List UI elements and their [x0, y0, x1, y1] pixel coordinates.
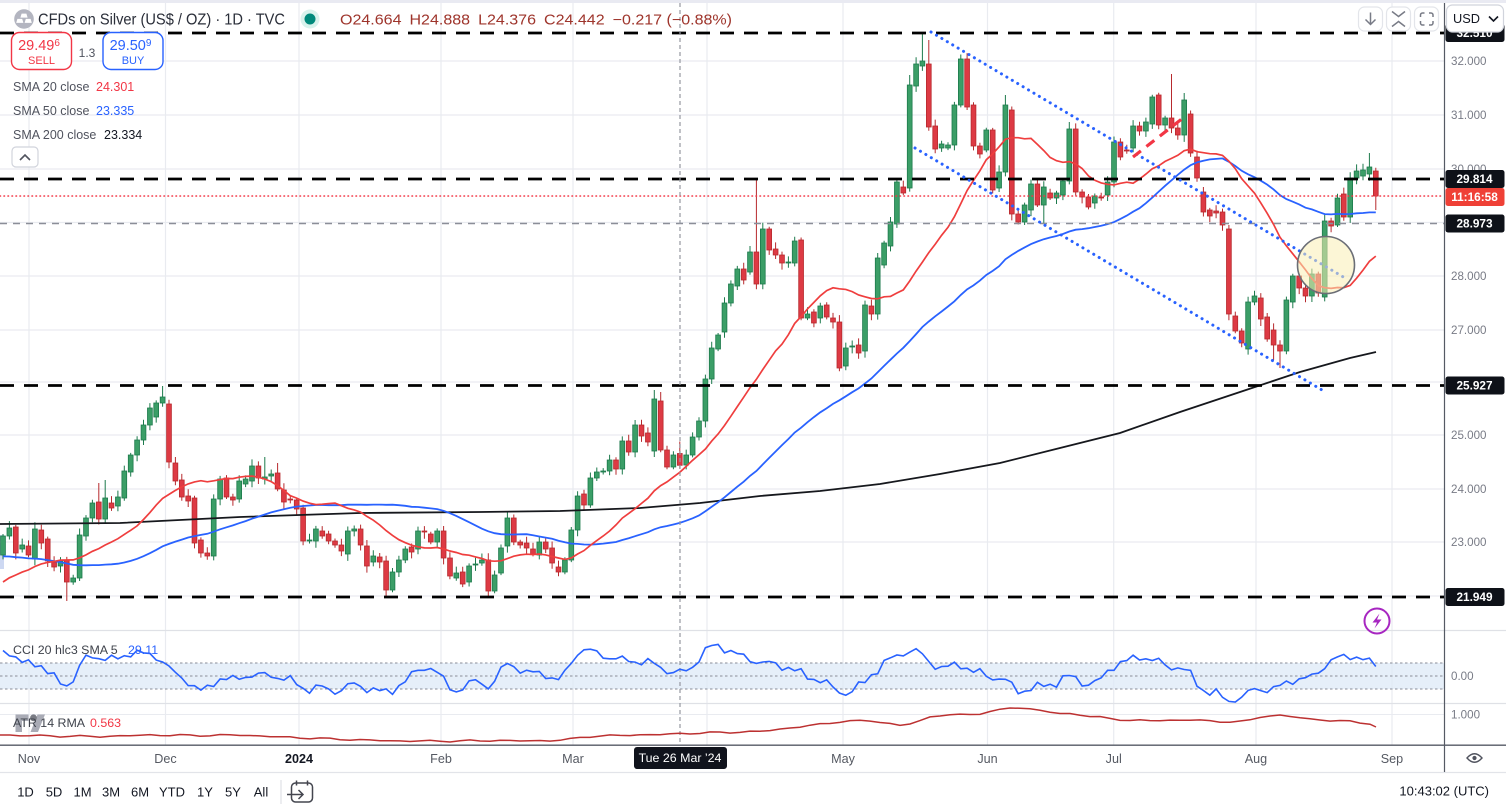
svg-text:1.000: 1.000: [1451, 709, 1480, 722]
svg-text:21.949: 21.949: [1456, 590, 1493, 604]
svg-text:Dec: Dec: [154, 752, 176, 766]
svg-text:All: All: [254, 785, 269, 800]
svg-text:BUY: BUY: [122, 55, 145, 67]
svg-text:32.000: 32.000: [1451, 55, 1486, 68]
svg-text:28.973: 28.973: [1456, 217, 1493, 231]
svg-text:29.11: 29.11: [128, 643, 158, 657]
svg-text:5D: 5D: [46, 785, 63, 800]
svg-text:0.563: 0.563: [90, 716, 121, 730]
svg-text:YTD: YTD: [159, 785, 185, 800]
svg-text:25.927: 25.927: [1456, 379, 1493, 393]
svg-text:5Y: 5Y: [225, 785, 241, 800]
svg-text:25.000: 25.000: [1451, 429, 1486, 442]
svg-text:24.301: 24.301: [96, 80, 134, 94]
svg-text:Tue 26 Mar ’24: Tue 26 Mar ’24: [639, 751, 722, 765]
svg-text:1D: 1D: [17, 785, 34, 800]
svg-text:May: May: [831, 752, 855, 766]
svg-text:23.334: 23.334: [104, 128, 142, 142]
svg-text:28.000: 28.000: [1451, 270, 1486, 283]
svg-text:Jul: Jul: [1106, 752, 1122, 766]
svg-text:CCI 20 hlc3 SMA 5: CCI 20 hlc3 SMA 5: [13, 643, 118, 657]
svg-text:Jun: Jun: [977, 752, 997, 766]
svg-text:0.00: 0.00: [1451, 670, 1474, 683]
svg-text:O24.664 H24.888 L24.376 C24.44: O24.664 H24.888 L24.376 C24.442 −0.217 (…: [340, 13, 732, 29]
svg-text:29.814: 29.814: [1456, 172, 1493, 186]
svg-text:29.509: 29.509: [110, 38, 152, 54]
svg-text:ATR 14 RMA: ATR 14 RMA: [13, 716, 86, 730]
svg-text:6M: 6M: [131, 785, 149, 800]
svg-text:27.000: 27.000: [1451, 324, 1486, 337]
svg-text:Mar: Mar: [562, 752, 584, 766]
svg-text:23.335: 23.335: [96, 104, 134, 118]
svg-text:SMA 20 close: SMA 20 close: [13, 80, 89, 94]
svg-text:CFDs on Silver (US$ / OZ) · 1D: CFDs on Silver (US$ / OZ) · 1D · TVC: [38, 12, 285, 29]
svg-text:1.3: 1.3: [79, 46, 96, 60]
svg-text:USD: USD: [1453, 11, 1480, 26]
svg-text:SELL: SELL: [28, 55, 55, 67]
svg-text:SMA 200 close: SMA 200 close: [13, 128, 96, 142]
svg-text:Sep: Sep: [1381, 752, 1403, 766]
svg-text:31.000: 31.000: [1451, 109, 1486, 122]
svg-text:Feb: Feb: [430, 752, 452, 766]
svg-text:24.000: 24.000: [1451, 483, 1486, 496]
svg-text:Nov: Nov: [18, 752, 41, 766]
svg-text:11:16:58: 11:16:58: [1451, 190, 1498, 204]
svg-text:1Y: 1Y: [197, 785, 213, 800]
svg-text:10:43:02 (UTC): 10:43:02 (UTC): [1399, 784, 1489, 799]
svg-text:1M: 1M: [73, 785, 91, 800]
svg-text:29.496: 29.496: [18, 38, 60, 54]
svg-text:3M: 3M: [102, 785, 120, 800]
svg-text:SMA 50 close: SMA 50 close: [13, 104, 89, 118]
svg-text:2024: 2024: [285, 752, 313, 766]
svg-text:23.000: 23.000: [1451, 536, 1486, 549]
svg-text:Aug: Aug: [1245, 752, 1267, 766]
